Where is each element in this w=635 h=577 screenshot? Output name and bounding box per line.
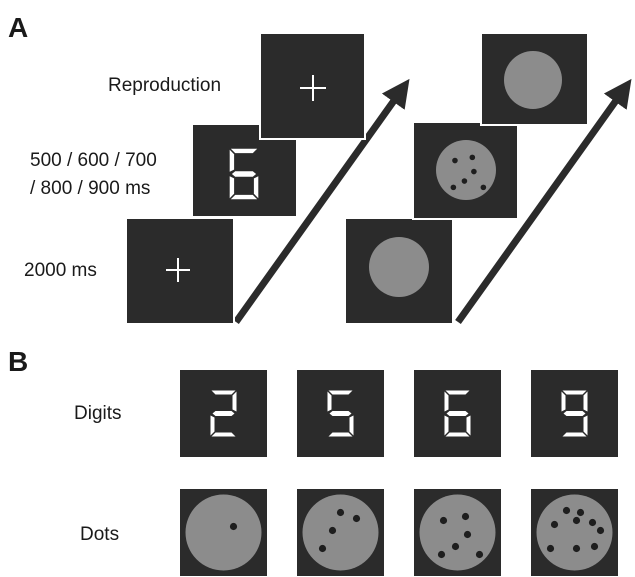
digit-segment-e: [229, 176, 235, 199]
dot: [596, 526, 605, 535]
dot: [451, 542, 460, 551]
digit-segment-b: [583, 391, 588, 412]
dot: [562, 506, 571, 515]
fixation-cross-icon: [166, 258, 190, 282]
digit-segment-d: [211, 432, 236, 437]
dot: [471, 168, 477, 175]
dot: [572, 516, 581, 525]
dot: [550, 520, 559, 529]
digit-segment-g: [212, 411, 235, 416]
dot: [450, 184, 457, 191]
response-disc: [504, 51, 562, 109]
grey-disc: [185, 494, 262, 571]
dot: [336, 508, 345, 517]
digit-segment-c: [253, 176, 259, 199]
dot-stimulus-disc: [436, 140, 496, 200]
dot: [590, 542, 599, 551]
digit-segment-e: [444, 415, 449, 436]
dots-row-label: Dots: [80, 524, 119, 545]
digit-segment-c: [349, 415, 354, 436]
digit-glyph-9: [561, 390, 588, 437]
digit-segment-g: [446, 411, 469, 416]
dot: [572, 544, 581, 553]
reproduction-label: Reproduction: [108, 75, 221, 96]
dot-sequence-arrow: [455, 78, 632, 325]
dot: [318, 544, 327, 553]
digit-glyph-6: [444, 390, 471, 437]
dot-disc-4: [302, 494, 379, 571]
digit-segment-c: [466, 415, 471, 436]
digit-segment-a: [230, 148, 258, 154]
dot: [461, 512, 470, 521]
dot: [576, 508, 585, 517]
digit-segment-f: [229, 149, 235, 172]
panel-a-label: A: [8, 12, 28, 43]
digit-segment-f: [444, 391, 449, 412]
grey-disc: [536, 494, 613, 571]
digit-segment-g: [231, 171, 257, 177]
digit-segment-a: [211, 390, 236, 395]
grey-disc: [419, 494, 496, 571]
dot: [588, 518, 597, 527]
dot: [480, 184, 487, 191]
digit-segment-e: [210, 415, 215, 436]
dot-disc-6: [419, 494, 496, 571]
empty-disc: [369, 237, 429, 297]
dot: [461, 178, 468, 184]
digit-segment-d: [230, 194, 258, 200]
digit-segment-d: [328, 432, 353, 437]
dot: [546, 544, 555, 553]
digit-segment-a: [328, 390, 353, 395]
dot: [437, 550, 446, 559]
dot: [463, 530, 472, 539]
digit-segment-b: [232, 391, 237, 412]
digit-segment-f: [327, 391, 332, 412]
dot: [475, 550, 484, 559]
stimulus-duration-line1: 500 / 600 / 700: [30, 150, 157, 171]
digit-sequence-arrow: [233, 78, 410, 325]
digit-glyph-2: [210, 390, 237, 437]
digit-segment-a: [562, 390, 587, 395]
digits-row-label: Digits: [74, 403, 122, 424]
fixation-duration-label: 2000 ms: [24, 260, 97, 281]
dot: [469, 154, 476, 161]
panel-b: B Digits Dots: [8, 346, 618, 576]
dot-disc-9: [536, 494, 613, 571]
grey-disc: [436, 140, 496, 200]
dot: [229, 522, 238, 531]
dot: [452, 157, 458, 164]
digit-segment-g: [329, 411, 352, 416]
dot-disc-1: [185, 494, 262, 571]
digit-segment-d: [562, 432, 587, 437]
panel-b-label: B: [8, 346, 28, 377]
digit-segment-g: [563, 411, 586, 416]
digit-six-glyph: [229, 148, 259, 200]
digit-segment-a: [445, 390, 470, 395]
grey-disc: [302, 494, 379, 571]
digit-segment-f: [561, 391, 566, 412]
digit-glyph-5: [327, 390, 354, 437]
digit-segment-c: [583, 415, 588, 436]
dot: [439, 516, 448, 525]
digit-segment-d: [445, 432, 470, 437]
response-cross-icon: [300, 75, 326, 101]
dot: [352, 514, 361, 523]
dot: [328, 526, 337, 535]
panel-a: A Reproduction 500 / 600 / 700 / 800 / 9…: [8, 12, 632, 325]
stimulus-duration-line2: / 800 / 900 ms: [30, 178, 150, 199]
